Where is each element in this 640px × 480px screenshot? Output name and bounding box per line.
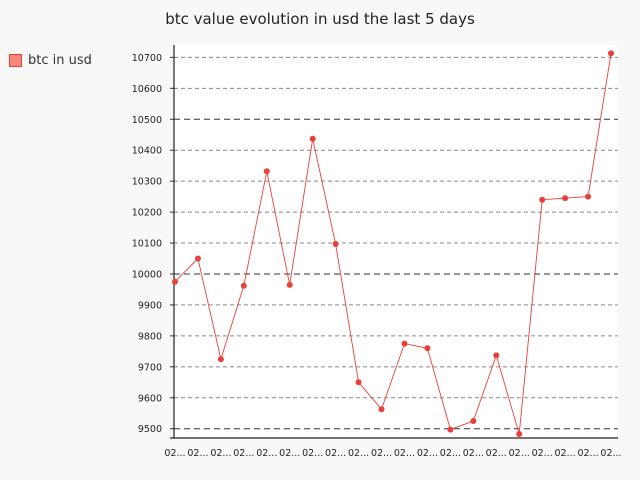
- data-point: [309, 135, 316, 142]
- y-tick-label: 10000: [132, 269, 162, 280]
- x-tick-label: 02...: [348, 448, 369, 459]
- x-tick-label: 02...: [371, 448, 392, 459]
- x-tick-label: 02...: [164, 448, 185, 459]
- data-point: [539, 196, 546, 203]
- plot-background: [174, 45, 618, 438]
- legend: btc in usd: [9, 53, 92, 68]
- x-tick-label: 02...: [302, 448, 323, 459]
- data-point: [355, 379, 362, 386]
- x-tick-label: 02...: [600, 448, 621, 459]
- data-point: [172, 278, 178, 285]
- chart-title: btc value evolution in usd the last 5 da…: [165, 10, 475, 28]
- y-tick-label: 9700: [138, 362, 162, 373]
- y-tick-label: 10400: [132, 146, 162, 157]
- x-tick-label: 02...: [279, 448, 300, 459]
- y-tick-label: 9500: [138, 424, 162, 435]
- legend-label: btc in usd: [28, 53, 92, 68]
- y-tick-label: 10300: [132, 177, 162, 188]
- legend-swatch: [9, 54, 22, 67]
- data-point: [240, 282, 247, 289]
- data-point: [194, 255, 201, 262]
- y-tick-label: 10500: [132, 115, 162, 126]
- y-tick-label: 10100: [132, 239, 162, 250]
- x-tick-label: 02...: [509, 448, 530, 459]
- data-point: [263, 168, 270, 175]
- x-tick-label: 02...: [325, 448, 346, 459]
- x-tick-label: 02...: [577, 448, 598, 459]
- y-tick-label: 10700: [132, 53, 162, 64]
- x-tick-label: 02...: [555, 448, 576, 459]
- x-tick-label: 02...: [417, 448, 438, 459]
- x-tick-label: 02...: [233, 448, 254, 459]
- x-tick-label: 02...: [187, 448, 208, 459]
- y-tick-label: 9900: [138, 300, 162, 311]
- data-point: [286, 281, 293, 288]
- x-tick-label: 02...: [463, 448, 484, 459]
- data-point: [447, 426, 454, 433]
- x-tick-label: 02...: [440, 448, 461, 459]
- x-tick-label: 02...: [486, 448, 507, 459]
- data-point: [217, 356, 224, 363]
- y-tick-label: 9600: [138, 393, 162, 404]
- x-tick-label: 02...: [532, 448, 553, 459]
- data-point: [493, 352, 500, 359]
- y-tick-label: 10200: [132, 208, 162, 219]
- data-point: [585, 193, 592, 200]
- x-tick-label: 02...: [210, 448, 231, 459]
- data-point: [332, 240, 339, 247]
- x-tick-label: 02...: [394, 448, 415, 459]
- data-point: [516, 430, 523, 437]
- series-line-btc-in-usd: [174, 53, 612, 435]
- data-point: [562, 195, 569, 202]
- x-tick-label: 02...: [256, 448, 277, 459]
- data-point: [378, 406, 385, 413]
- data-point: [401, 340, 408, 347]
- y-tick-label: 9800: [138, 331, 162, 342]
- y-tick-label: 10600: [132, 84, 162, 95]
- data-point: [424, 345, 431, 352]
- data-point: [470, 417, 477, 424]
- data-point: [608, 50, 614, 57]
